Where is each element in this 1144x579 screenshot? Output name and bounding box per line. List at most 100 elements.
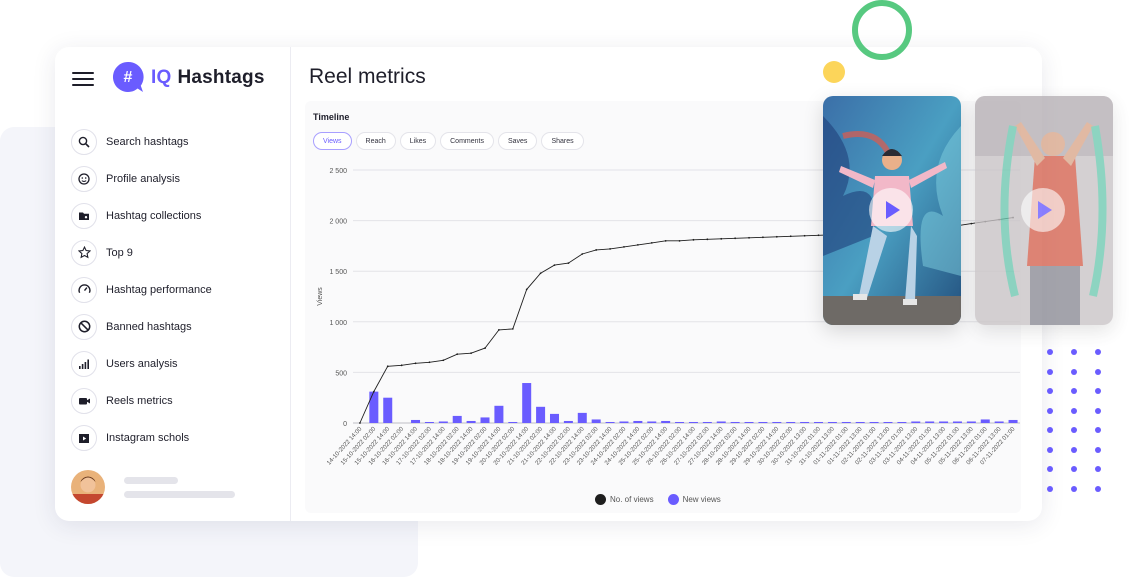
- star-icon: [71, 239, 97, 266]
- tab-views[interactable]: Views: [313, 132, 352, 150]
- bar: [980, 419, 990, 423]
- line-point: [748, 236, 750, 239]
- line-point: [484, 347, 486, 350]
- sidebar-item-top-9[interactable]: Top 9: [71, 234, 286, 271]
- line-point: [525, 288, 528, 291]
- logo-prefix: IQ: [151, 67, 172, 88]
- line-point: [359, 422, 361, 424]
- bar: [939, 421, 949, 423]
- decorative-dot: [1047, 466, 1053, 472]
- search-icon: [71, 128, 97, 155]
- sidebar-item-banned-hashtags[interactable]: Banned hashtags: [71, 308, 286, 345]
- legend-swatch: [667, 494, 679, 505]
- bar-chart-icon: [71, 350, 97, 377]
- line-point: [734, 237, 737, 240]
- sidebar-item-hashtag-collections[interactable]: Hashtag collections: [71, 197, 286, 234]
- menu-icon[interactable]: [72, 72, 94, 86]
- tab-shares[interactable]: Shares: [541, 132, 584, 150]
- line-point: [775, 235, 778, 238]
- line-point: [762, 236, 764, 239]
- decorative-dot: [1047, 349, 1053, 355]
- bar: [897, 421, 907, 423]
- sidebar-item-label: Reels metrics: [106, 394, 173, 407]
- decorative-dot: [1095, 388, 1101, 394]
- play-icon[interactable]: [1021, 188, 1065, 232]
- bar: [675, 421, 685, 423]
- sidebar-item-profile-analysis[interactable]: Profile analysis: [71, 160, 286, 197]
- bar: [869, 421, 879, 423]
- hashtag-logo-icon: #: [112, 61, 144, 92]
- bar: [952, 421, 962, 423]
- bar: [605, 421, 615, 423]
- section-title: Timeline: [313, 112, 350, 122]
- user-name-placeholder: [124, 477, 178, 484]
- gauge-icon: [71, 276, 97, 303]
- sidebar-item-label: Profile analysis: [106, 172, 180, 185]
- line-point: [692, 238, 695, 241]
- line-point: [636, 243, 639, 246]
- sidebar-item-search-hashtags[interactable]: Search hashtags: [71, 123, 286, 160]
- play-square-icon: [71, 424, 97, 451]
- sidebar-item-hashtag-performance[interactable]: Hashtag performance: [71, 271, 286, 308]
- decorative-dot: [1071, 446, 1077, 453]
- legend-item-new-views[interactable]: New views: [667, 494, 721, 505]
- sidebar-item-reels-metrics[interactable]: Reels metrics: [71, 382, 286, 419]
- line-point: [498, 328, 500, 331]
- decorative-dot-grid: [1047, 349, 1107, 499]
- tab-comments[interactable]: Comments: [440, 132, 494, 150]
- decorative-dot: [1095, 349, 1101, 355]
- reel-image: [975, 96, 1113, 325]
- play-icon[interactable]: [869, 188, 913, 232]
- chart-legend: No. of views New views: [595, 494, 735, 505]
- bar: [369, 391, 379, 423]
- decorative-dot: [1071, 427, 1077, 433]
- avatar[interactable]: [71, 470, 105, 504]
- bar: [758, 421, 768, 423]
- bar: [383, 397, 393, 423]
- sidebar-item-label: Instagram schols: [106, 431, 190, 444]
- bar: [591, 419, 601, 423]
- sidebar-item-instagram-schols[interactable]: Instagram schols: [71, 419, 286, 456]
- reel-thumbnail[interactable]: [823, 96, 961, 325]
- tab-reach[interactable]: Reach: [355, 132, 396, 150]
- decorative-dot: [1071, 485, 1077, 492]
- svg-text:#: #: [124, 69, 133, 86]
- bar: [494, 405, 504, 423]
- bar: [1008, 419, 1018, 423]
- line-point: [567, 262, 570, 265]
- legend-label: New views: [682, 495, 721, 504]
- decorative-dot: [1071, 349, 1077, 355]
- line-point: [428, 361, 431, 364]
- y-tick-label: 2 000: [329, 219, 347, 226]
- legend-item-no-of-views[interactable]: No. of views: [595, 494, 654, 505]
- legend-swatch: [595, 494, 606, 505]
- line-point: [470, 352, 473, 355]
- line-point: [706, 238, 709, 241]
- user-email-placeholder: [124, 491, 235, 498]
- page-title: Reel metrics: [309, 65, 426, 88]
- line-point: [456, 353, 459, 356]
- bar: [466, 420, 476, 423]
- line-point: [609, 248, 611, 250]
- y-tick-label: 1 000: [329, 320, 347, 327]
- decorative-dot: [1095, 485, 1101, 492]
- bar: [841, 421, 851, 423]
- bar: [994, 421, 1004, 423]
- bar: [619, 421, 629, 423]
- decorative-dot: [1047, 427, 1053, 433]
- tab-saves[interactable]: Saves: [497, 132, 538, 150]
- y-tick-label: 2 500: [329, 168, 347, 175]
- reel-thumbnail[interactable]: [975, 96, 1113, 325]
- line-point: [581, 253, 584, 255]
- line-point: [400, 364, 403, 367]
- decorative-dot: [1071, 466, 1077, 472]
- metric-tabs: Views Reach Likes Comments Saves Shares: [313, 132, 588, 150]
- profile-icon: [71, 165, 97, 192]
- line-point: [539, 272, 542, 275]
- tab-likes[interactable]: Likes: [399, 132, 437, 150]
- bar: [911, 421, 921, 423]
- bar: [730, 421, 740, 423]
- sidebar-item-users-analysis[interactable]: Users analysis: [71, 345, 286, 382]
- decorative-dot: [1095, 368, 1101, 375]
